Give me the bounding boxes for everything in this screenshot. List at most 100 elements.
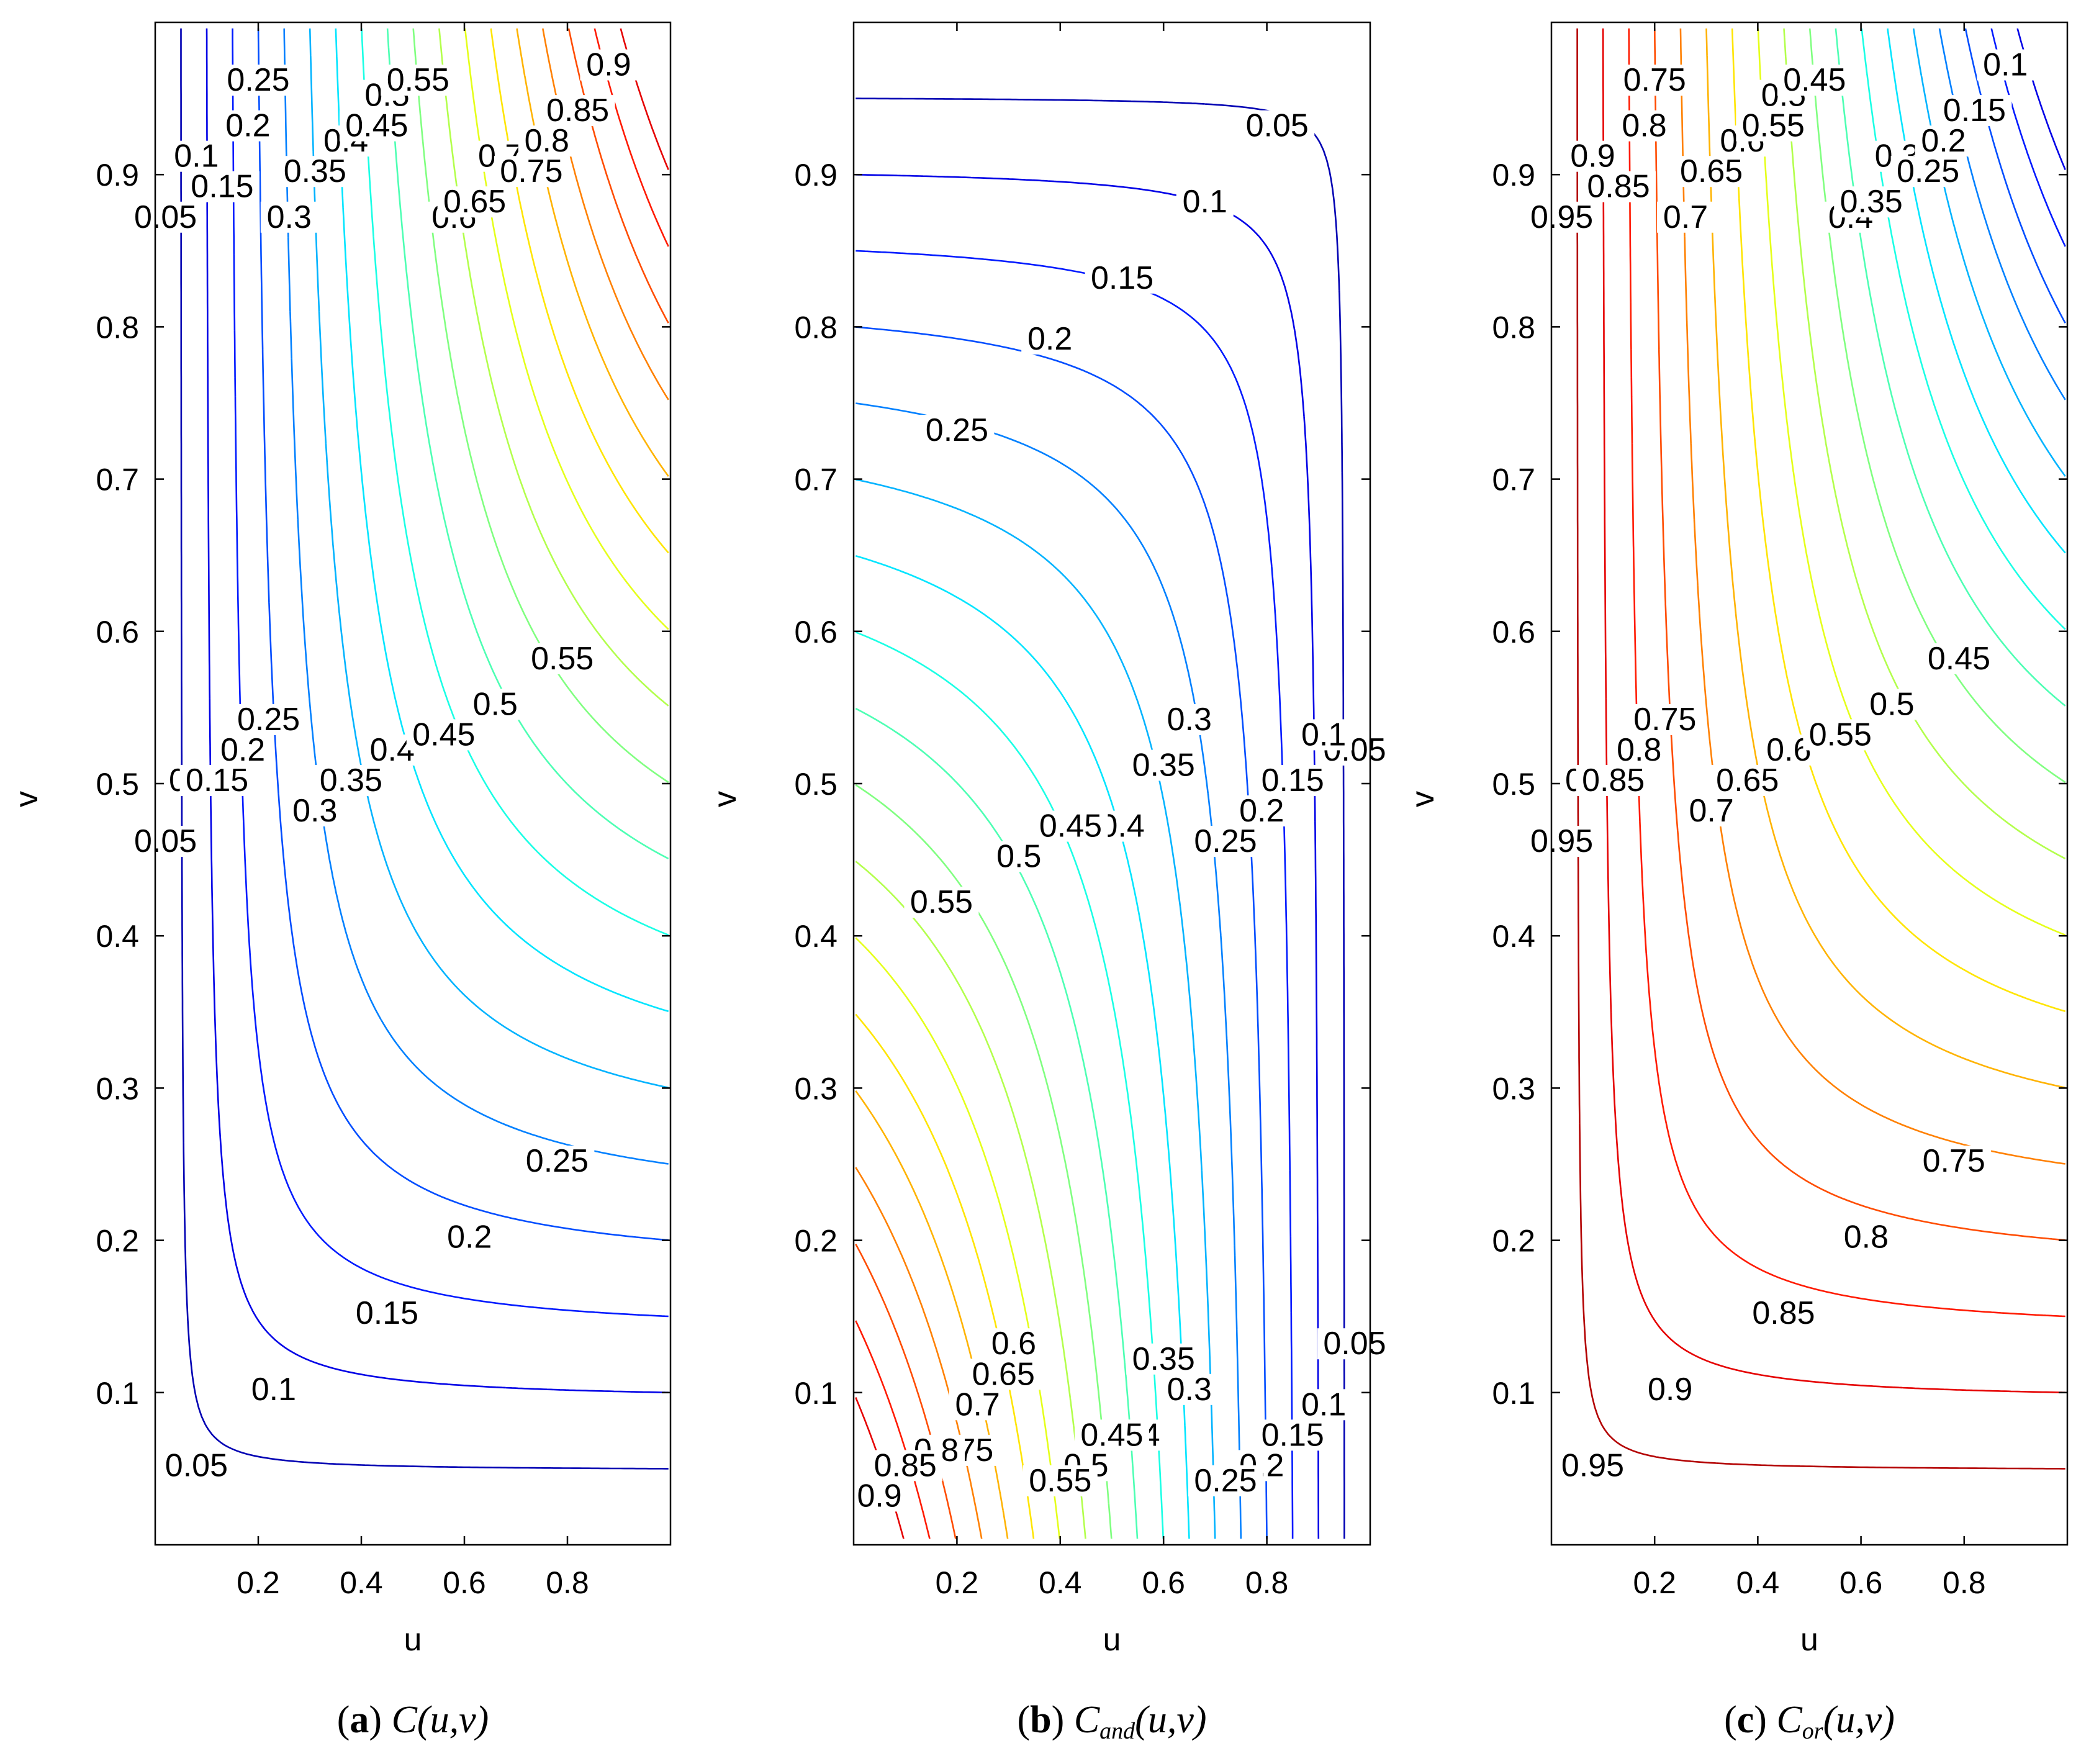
contour-label-bg <box>286 795 344 827</box>
contour-line-0.7 <box>1705 28 2065 1088</box>
contour-label: 0.85 <box>1587 169 1650 205</box>
contour-label-bg <box>1317 1328 1393 1360</box>
contour-label: 0.25 <box>237 702 300 738</box>
contour-label: 0.95 <box>1530 199 1593 235</box>
y-tick-label: 0.3 <box>794 1071 837 1106</box>
contour-label-bg <box>1564 140 1622 172</box>
contour-label-bg <box>1126 749 1201 781</box>
contour-line-0.05 <box>180 28 669 1470</box>
contour-label: 0.55 <box>531 641 594 677</box>
contour-label: 0.9 <box>1648 1372 1692 1408</box>
y-tick-label: 0.1 <box>1492 1376 1535 1411</box>
contour-label-bg <box>260 201 318 233</box>
contour-label-bg <box>580 49 638 81</box>
contour-label-bg <box>1295 1389 1353 1421</box>
contour-label-bg <box>540 95 615 127</box>
contour-label-bg <box>1915 125 1972 157</box>
caption-function: C <box>392 1699 418 1741</box>
contour-label: 0.1 <box>251 1372 296 1408</box>
contour-label: 0.2 <box>1239 793 1284 829</box>
contour-label-bg <box>518 125 576 157</box>
contour-label-bg <box>168 140 225 172</box>
contour-label-bg <box>520 1146 595 1177</box>
y-tick-label: 0.1 <box>96 1376 139 1411</box>
contour-label: 0.1 <box>1301 717 1346 753</box>
y-tick-label: 0.2 <box>1492 1224 1535 1259</box>
caption-paren-open: ( <box>1724 1699 1737 1741</box>
contour-label: 0.1 <box>1301 1386 1346 1423</box>
x-axis-label: u <box>1103 1622 1121 1658</box>
contour-label: 0.85 <box>1582 762 1645 798</box>
x-tick-label: 0.6 <box>443 1565 486 1600</box>
contour-label: 0.15 <box>186 762 248 798</box>
contour-label: 0.15 <box>1943 93 2006 129</box>
contour-label: 0.5 <box>1869 686 1914 722</box>
y-tick-label: 0.6 <box>96 615 139 649</box>
y-tick-label: 0.4 <box>1492 919 1535 954</box>
caption-function: C <box>1074 1699 1100 1741</box>
contour-label-bg <box>1615 110 1673 142</box>
contour-label: 0.3 <box>1167 702 1212 738</box>
contour-label-bg <box>1937 95 2012 127</box>
contour-label-bg <box>525 643 600 674</box>
contour-label-bg <box>904 887 979 918</box>
contour-label: 0.75 <box>500 153 562 189</box>
caption-letter: a <box>350 1699 369 1741</box>
contour-label-bg <box>1921 643 1997 674</box>
contour-label-bg <box>128 826 203 857</box>
x-tick-label: 0.6 <box>1142 1565 1185 1600</box>
contour-label-bg <box>1188 1465 1263 1496</box>
contour-lines <box>180 28 669 1470</box>
contour-label: 0.25 <box>1194 1463 1257 1499</box>
contour-label: 0.75 <box>1623 62 1686 98</box>
contour-label-bg <box>350 1298 425 1329</box>
contour-line-0.65 <box>1731 28 2066 1013</box>
contour-label: 0.75 <box>1633 702 1696 738</box>
contour-label-bg <box>1188 826 1263 857</box>
contour-label: 0.45 <box>1783 62 1846 98</box>
contour-label: 0.35 <box>1132 1341 1195 1377</box>
contour-line-0.1 <box>205 28 669 1393</box>
contour-label-bg <box>949 1389 1006 1421</box>
contour-label-bg <box>1746 1298 1821 1329</box>
contour-label-bg <box>381 65 456 96</box>
contour-label: 0.1 <box>174 138 219 174</box>
contour-line-0.35 <box>335 28 669 1013</box>
contour-line-0.75 <box>1679 28 2065 1165</box>
contour-line-0.4 <box>855 631 1165 1539</box>
panel-caption: (c) Cor(u,v) <box>1724 1699 1895 1744</box>
contour-label-bg <box>1863 689 1921 720</box>
contour-line-0.25 <box>283 28 669 1165</box>
contour-label-bg <box>441 1221 499 1253</box>
y-tick-label: 0.9 <box>794 158 837 192</box>
y-tick-label: 0.2 <box>794 1224 837 1259</box>
contour-label: 0.8 <box>1844 1219 1889 1255</box>
y-axis-label: v <box>1405 791 1441 807</box>
contour-line-0.8 <box>1654 28 2065 1241</box>
contour-label-bg <box>1160 703 1218 735</box>
contour-label: 0.15 <box>356 1295 418 1331</box>
contour-label: 0.25 <box>1194 823 1257 859</box>
contour-line-0.3 <box>309 28 669 1088</box>
contour-label: 0.45 <box>1080 1417 1143 1453</box>
y-tick-label: 0.8 <box>794 310 837 345</box>
x-tick-label: 0.8 <box>1245 1565 1289 1600</box>
contour-label-bg <box>1126 1343 1201 1375</box>
y-axis-label: v <box>707 791 743 807</box>
contour-label-bg <box>179 765 255 796</box>
contour-label-bg <box>219 110 277 142</box>
contour-label-bg <box>437 186 512 218</box>
contour-label-bg <box>1834 186 1909 218</box>
contour-label: 0.35 <box>1840 184 1903 220</box>
contour-label-bg <box>1581 171 1656 202</box>
y-tick-label: 0.7 <box>794 463 837 497</box>
contour-label-bg <box>1837 1221 1895 1253</box>
contour-label-bg <box>1255 765 1330 796</box>
contour-line-0.85 <box>1628 28 2065 1318</box>
contour-label: 0.45 <box>1039 808 1102 844</box>
caption-paren-open: ( <box>1018 1699 1031 1741</box>
caption-args: (u,v) <box>417 1699 489 1741</box>
contour-label: 0.15 <box>1091 260 1153 296</box>
contour-label: 0.85 <box>546 93 609 129</box>
contour-label: 0.8 <box>1617 732 1661 768</box>
